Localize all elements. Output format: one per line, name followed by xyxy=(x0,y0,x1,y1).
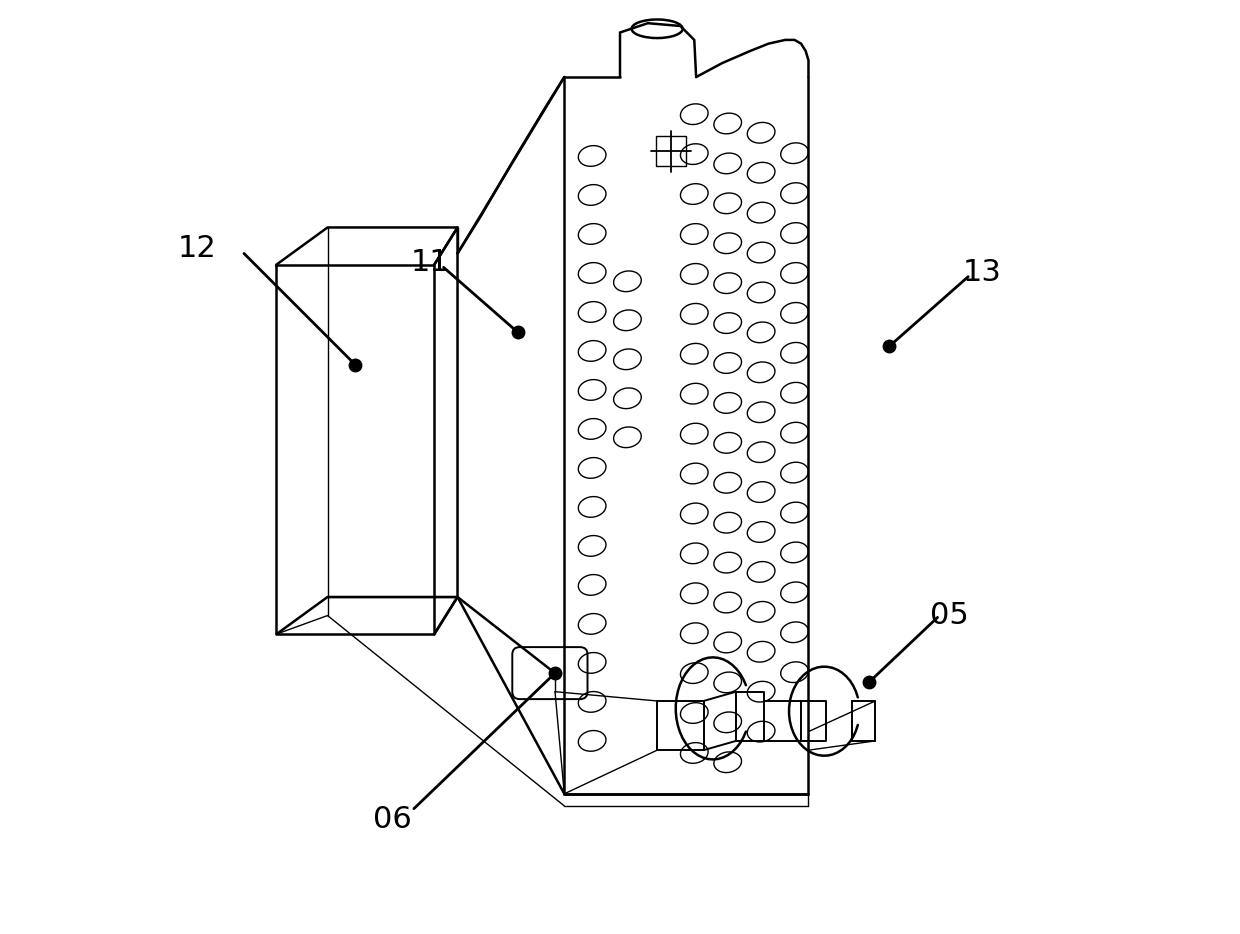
Text: 11: 11 xyxy=(410,248,449,277)
Text: 06: 06 xyxy=(373,805,412,834)
Text: 05: 05 xyxy=(930,601,968,630)
Bar xyxy=(656,136,686,166)
Text: 13: 13 xyxy=(962,258,1002,287)
Text: 12: 12 xyxy=(179,234,217,263)
